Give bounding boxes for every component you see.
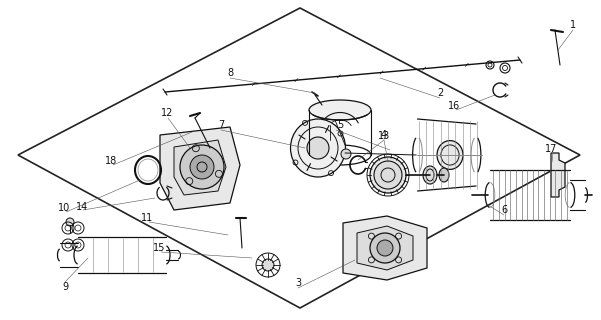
- Polygon shape: [343, 216, 427, 280]
- Text: 10: 10: [58, 203, 70, 213]
- Ellipse shape: [439, 168, 449, 182]
- Circle shape: [370, 233, 400, 263]
- Circle shape: [262, 259, 274, 271]
- Text: 3: 3: [295, 278, 301, 288]
- Polygon shape: [357, 226, 413, 270]
- Polygon shape: [551, 153, 565, 197]
- Polygon shape: [174, 140, 226, 195]
- Text: 1: 1: [570, 20, 576, 30]
- Circle shape: [66, 218, 74, 226]
- Ellipse shape: [307, 137, 329, 159]
- Ellipse shape: [370, 157, 406, 193]
- Ellipse shape: [437, 140, 463, 169]
- Text: 9: 9: [62, 282, 68, 292]
- Circle shape: [374, 161, 402, 189]
- Text: 17: 17: [545, 144, 557, 154]
- Circle shape: [377, 240, 393, 256]
- Text: 5: 5: [337, 120, 343, 130]
- Ellipse shape: [423, 166, 437, 184]
- Ellipse shape: [309, 100, 371, 120]
- Text: 2: 2: [437, 88, 443, 98]
- Text: 6: 6: [501, 205, 507, 215]
- Text: 15: 15: [153, 243, 165, 253]
- Text: 7: 7: [218, 120, 224, 130]
- Circle shape: [180, 145, 224, 189]
- Text: 11: 11: [141, 213, 153, 223]
- Circle shape: [190, 155, 214, 179]
- Ellipse shape: [290, 119, 346, 177]
- Polygon shape: [160, 127, 240, 210]
- Circle shape: [341, 149, 351, 159]
- Text: 18: 18: [105, 156, 117, 166]
- Text: 12: 12: [161, 108, 173, 118]
- Text: 8: 8: [227, 68, 233, 78]
- Text: 13: 13: [378, 131, 390, 141]
- Text: 14: 14: [76, 202, 88, 212]
- Text: 4: 4: [381, 130, 387, 140]
- Text: 16: 16: [448, 101, 460, 111]
